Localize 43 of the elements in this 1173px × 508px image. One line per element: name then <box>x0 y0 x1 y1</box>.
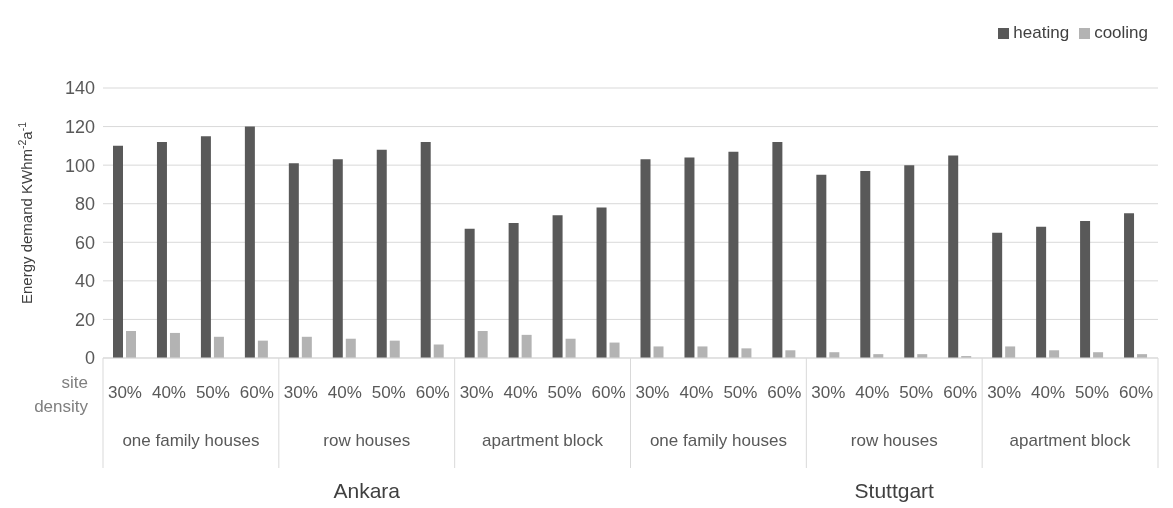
x-tick-label: 30% <box>283 383 318 403</box>
text: one family houses <box>649 431 787 450</box>
x-tick-label: 60% <box>591 383 626 403</box>
x-tick-label: 40% <box>151 383 186 403</box>
y-tick-label: 120 <box>64 116 95 137</box>
x-tick-label: 50% <box>723 383 758 403</box>
y-tick-label: 20 <box>74 309 95 330</box>
x-tick-label: 40% <box>679 383 714 403</box>
x-tick-label: 40% <box>855 383 890 403</box>
legend-label: heating <box>1013 23 1070 42</box>
y-tick-label: 0 <box>84 348 95 369</box>
x-tick-label: 50% <box>195 383 230 403</box>
y-tick-label: 60 <box>74 232 95 253</box>
x-tick-label: 60% <box>767 383 802 403</box>
x-tick-label: 30% <box>811 383 846 403</box>
x-tick-label: 50% <box>371 383 406 403</box>
x-tick-label: 50% <box>899 383 934 403</box>
x-tick-label: 60% <box>943 383 978 403</box>
x-tick-label: 40% <box>1031 383 1066 403</box>
text: site density <box>34 373 89 416</box>
text: one family houses <box>122 431 260 450</box>
x-tick-label: 60% <box>1119 383 1154 403</box>
x-tick-label: 40% <box>503 383 538 403</box>
text: row houses <box>850 431 938 450</box>
text: Stuttgart <box>854 479 935 502</box>
x-tick-label: 50% <box>1075 383 1110 403</box>
x-tick-label: 30% <box>635 383 670 403</box>
x-tick-label: 50% <box>547 383 582 403</box>
text: apartment block <box>1009 431 1132 450</box>
text: Ankara <box>333 479 401 502</box>
text: row houses <box>323 431 411 450</box>
x-tick-label: 30% <box>107 383 142 403</box>
x-tick-label: 60% <box>415 383 450 403</box>
x-tick-label: 30% <box>459 383 494 403</box>
legend-label: cooling <box>1094 23 1148 42</box>
text: apartment block <box>482 431 604 450</box>
x-tick-label: 40% <box>327 383 362 403</box>
y-tick-label: 140 <box>64 78 95 99</box>
x-tick-label: 60% <box>239 383 274 403</box>
y-tick-label: 40 <box>74 271 95 292</box>
y-tick-label: 80 <box>74 194 95 215</box>
x-tick-label: 30% <box>987 383 1022 403</box>
y-tick-label: 100 <box>64 155 95 176</box>
